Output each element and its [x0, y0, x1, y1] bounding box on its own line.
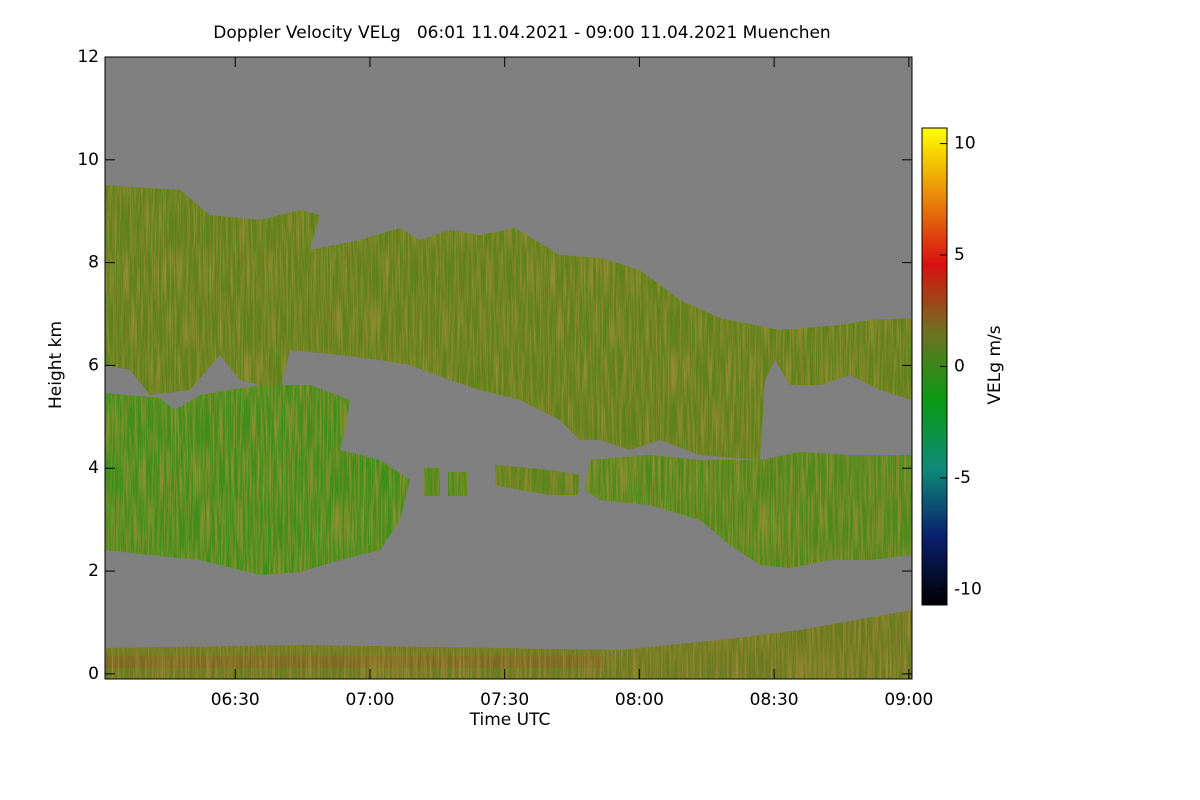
- y-tick-label: 4: [88, 458, 99, 478]
- y-tick-label: 6: [88, 355, 99, 375]
- colorbar-tick-label: 5: [954, 245, 965, 265]
- echo-region: [105, 656, 605, 668]
- echo-region: [495, 465, 580, 495]
- echo-field: [105, 185, 912, 679]
- chart-title: Doppler Velocity VELg 06:01 11.04.2021 -…: [213, 23, 830, 43]
- colorbar-tick-label: -5: [954, 468, 971, 488]
- echo-region: [105, 185, 912, 460]
- x-tick-label: 09:00: [884, 690, 933, 710]
- y-axis-label: Height km: [46, 321, 66, 409]
- colorbar-tick-label: -10: [954, 579, 982, 599]
- y-tick-label: 12: [77, 47, 99, 67]
- x-tick-label: 07:30: [480, 690, 529, 710]
- x-tick-label: 08:00: [615, 690, 664, 710]
- echo-region: [448, 472, 467, 496]
- y-tick-label: 10: [77, 150, 99, 170]
- x-tick-label: 06:30: [211, 690, 260, 710]
- echo-region: [424, 468, 440, 496]
- y-tick-label: 8: [88, 253, 99, 273]
- colorbar-label: VELg m/s: [985, 325, 1005, 404]
- plot-frame: [104, 56, 913, 680]
- colorbar-tick-label: 10: [954, 134, 976, 154]
- echo-region: [585, 452, 912, 568]
- x-axis-label: Time UTC: [469, 710, 551, 730]
- x-tick-label: 07:00: [345, 690, 394, 710]
- y-tick-label: 0: [88, 664, 99, 684]
- x-tick-label: 08:30: [750, 690, 799, 710]
- y-tick-label: 2: [88, 561, 99, 581]
- colorbar-tick-label: 0: [954, 357, 965, 377]
- echo-region: [105, 385, 410, 575]
